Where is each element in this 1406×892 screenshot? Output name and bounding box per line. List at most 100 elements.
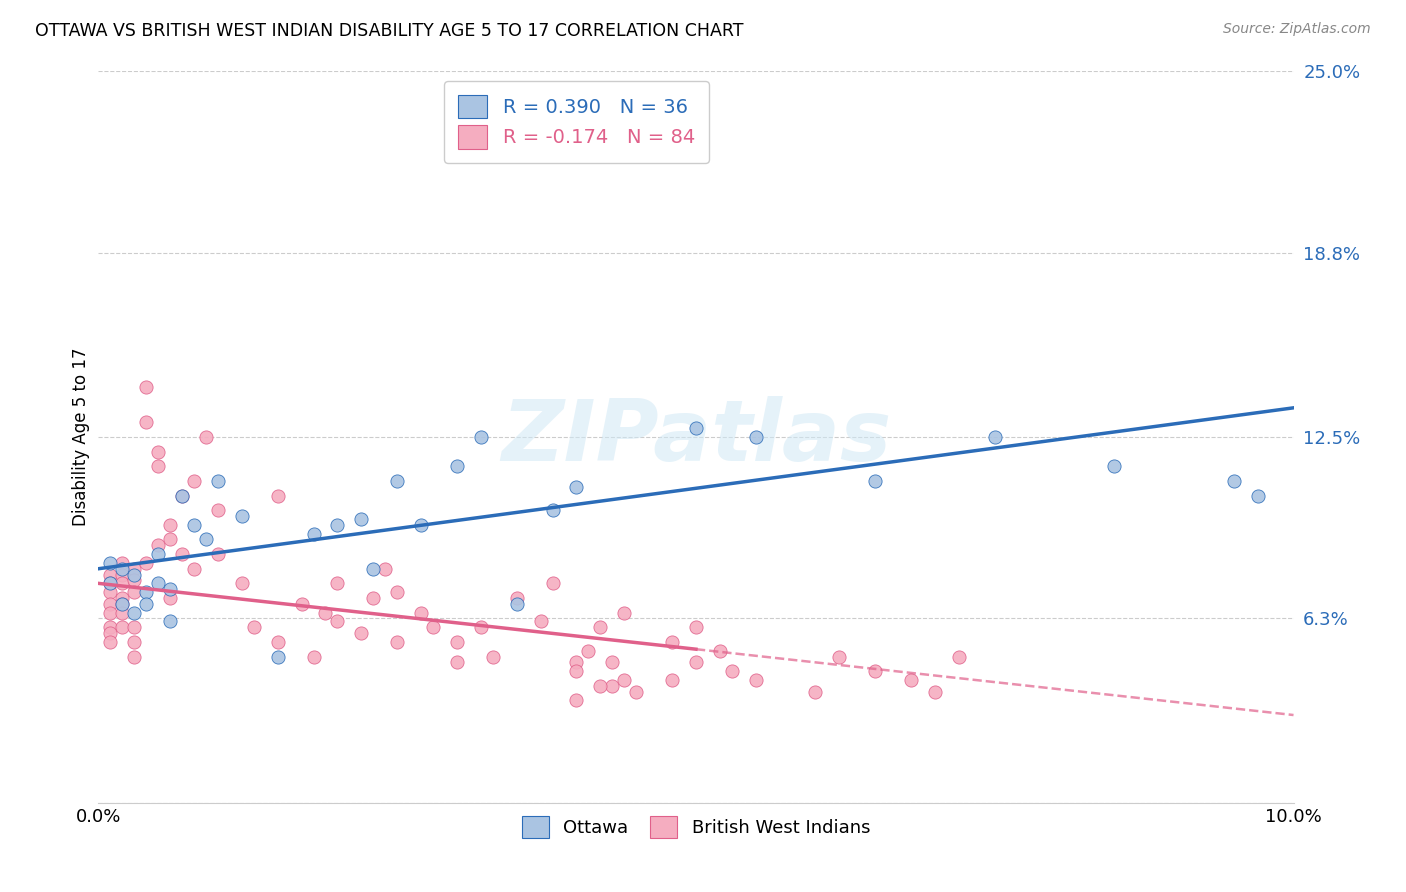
Point (385, 585, 409, 599)
Point (124, 606, 146, 620)
Point (111, 556, 134, 570)
Point (422, 620, 444, 634)
Point (446, 459, 468, 474)
Point (602, 679, 624, 693)
Point (506, 591, 529, 605)
Point (363, 591, 385, 605)
Point (111, 567, 134, 582)
Point (111, 562, 134, 576)
Point (326, 517, 349, 532)
Point (159, 582, 181, 597)
Point (124, 635, 146, 649)
Point (745, 430, 768, 444)
Point (111, 576, 134, 591)
Point (111, 606, 134, 620)
Point (207, 474, 229, 488)
Point (124, 585, 146, 599)
Y-axis label: Disability Age 5 to 17: Disability Age 5 to 17 (72, 348, 90, 526)
Point (148, 444, 170, 458)
Point (98, 576, 122, 591)
Point (183, 517, 205, 532)
Point (267, 489, 290, 503)
Point (745, 673, 768, 687)
Point (98, 620, 122, 634)
Point (195, 430, 218, 444)
Point (172, 489, 194, 503)
Point (291, 597, 314, 611)
Point (326, 576, 349, 591)
Point (1104, 459, 1126, 474)
Point (565, 480, 588, 494)
Point (302, 526, 325, 541)
Point (159, 591, 181, 605)
Point (470, 620, 492, 634)
Point (124, 649, 146, 664)
Point (159, 517, 181, 532)
Point (661, 635, 683, 649)
Point (315, 606, 337, 620)
Point (363, 562, 385, 576)
Point (804, 684, 827, 698)
Point (111, 591, 134, 605)
Point (207, 547, 229, 561)
Point (626, 684, 648, 698)
Legend: Ottawa, British West Indians: Ottawa, British West Indians (515, 808, 877, 845)
Point (98, 585, 122, 599)
Point (172, 489, 194, 503)
Point (613, 673, 636, 687)
Point (506, 597, 529, 611)
Point (326, 615, 349, 629)
Text: ZIPatlas: ZIPatlas (501, 395, 891, 479)
Point (685, 421, 707, 435)
Point (302, 649, 325, 664)
Point (124, 567, 146, 582)
Point (350, 512, 373, 526)
Point (1247, 489, 1270, 503)
Point (124, 620, 146, 634)
Point (135, 380, 157, 394)
Point (374, 562, 396, 576)
Point (231, 576, 253, 591)
Point (231, 509, 253, 524)
Point (948, 649, 970, 664)
Point (385, 474, 409, 488)
Point (98, 635, 122, 649)
Point (411, 606, 433, 620)
Point (470, 430, 492, 444)
Point (267, 635, 290, 649)
Point (565, 664, 588, 678)
Point (530, 615, 553, 629)
Text: Source: ZipAtlas.com: Source: ZipAtlas.com (1223, 22, 1371, 37)
Point (685, 656, 707, 670)
Point (589, 620, 612, 634)
Point (124, 562, 146, 576)
Point (721, 664, 744, 678)
Point (589, 679, 612, 693)
Point (602, 656, 624, 670)
Point (865, 474, 887, 488)
Point (98, 597, 122, 611)
Point (183, 474, 205, 488)
Point (183, 562, 205, 576)
Point (98, 576, 122, 591)
Point (135, 585, 157, 599)
Point (578, 643, 600, 657)
Point (111, 620, 134, 634)
Point (541, 503, 564, 517)
Point (148, 538, 170, 552)
Point (446, 656, 468, 670)
Point (565, 693, 588, 707)
Point (267, 649, 290, 664)
Point (98, 606, 122, 620)
Point (709, 643, 731, 657)
Point (135, 556, 157, 570)
Point (541, 576, 564, 591)
Point (411, 517, 433, 532)
Point (385, 635, 409, 649)
Point (172, 547, 194, 561)
Point (159, 533, 181, 547)
Point (135, 416, 157, 430)
Point (661, 673, 683, 687)
Point (613, 606, 636, 620)
Point (1223, 474, 1246, 488)
